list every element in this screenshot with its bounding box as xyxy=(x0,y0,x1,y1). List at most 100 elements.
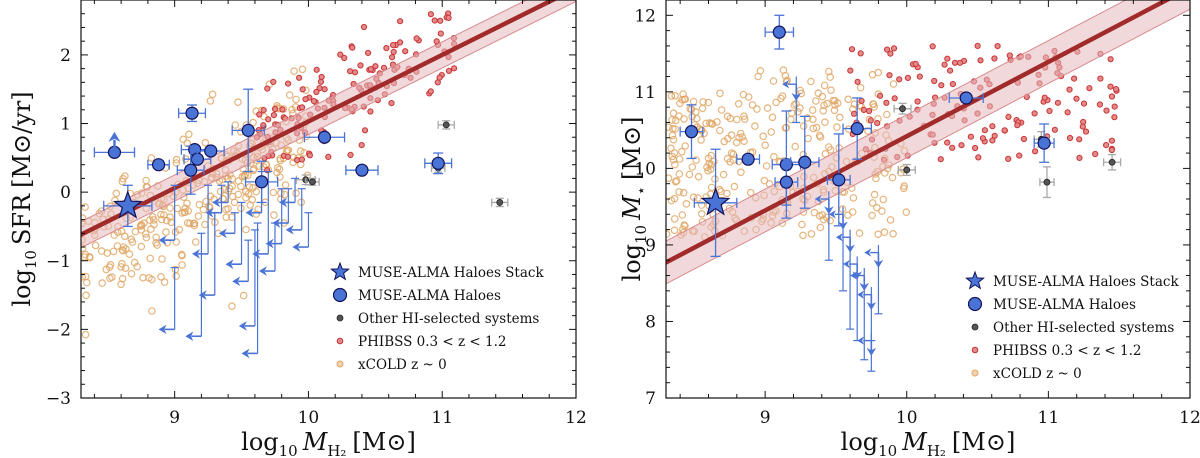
phibss-point xyxy=(981,127,989,134)
xcold-point xyxy=(142,230,150,238)
x-label-var: M xyxy=(302,428,329,456)
xcold-point xyxy=(902,208,911,217)
xcold-point xyxy=(296,147,305,155)
xcold-point xyxy=(820,81,829,90)
phibss-point xyxy=(260,107,267,114)
xcold-point xyxy=(276,156,285,165)
phibss-point xyxy=(367,108,374,115)
legend-marker-phibss xyxy=(336,337,344,345)
phibss-point xyxy=(325,153,332,160)
xcold-point xyxy=(117,263,125,271)
xcold-point xyxy=(190,221,199,230)
upper-limit-arrowhead xyxy=(873,259,884,268)
other-hi-point xyxy=(309,178,316,186)
muse-point xyxy=(684,125,699,139)
xcold-point xyxy=(740,112,748,121)
muse-point xyxy=(255,175,269,189)
phibss-point xyxy=(975,154,982,161)
xcold-point xyxy=(239,291,248,300)
y-tick-label: 11 xyxy=(634,83,656,103)
xcold-point xyxy=(128,238,137,246)
muse-upper-limits xyxy=(782,76,884,372)
phibss-point xyxy=(886,72,893,79)
xcold-point xyxy=(105,263,114,271)
phibss-point xyxy=(848,46,856,53)
upper-limit-arrowhead xyxy=(198,290,207,300)
xcold-point xyxy=(118,274,127,283)
xcold-point xyxy=(711,175,719,183)
phibss-point xyxy=(402,48,409,55)
x-axis-label: log10 MH₂ [M⊙] xyxy=(241,428,416,458)
xcold-point xyxy=(753,105,761,113)
phibss-point xyxy=(299,86,306,93)
xcold-point xyxy=(704,98,713,107)
phibss-point xyxy=(1005,113,1012,121)
xcold-point xyxy=(874,68,883,77)
phibss-point xyxy=(1107,56,1114,63)
xcold-point xyxy=(868,211,876,220)
xcold-point xyxy=(790,101,799,109)
xcold-point xyxy=(283,146,292,154)
xcold-point xyxy=(206,192,215,201)
phibss-point xyxy=(860,106,868,114)
xcold-point xyxy=(230,198,239,207)
phibss-point xyxy=(916,73,923,80)
xcold-point xyxy=(844,95,853,104)
phibss-point xyxy=(271,105,279,113)
y-tick-label: −2 xyxy=(46,320,71,340)
xcold-point xyxy=(248,195,257,204)
xcold-point xyxy=(767,128,776,136)
xcold-point xyxy=(732,115,741,124)
phibss-point xyxy=(1066,134,1074,142)
xcold-point xyxy=(292,189,300,198)
phibss-point xyxy=(451,65,458,72)
upper-limit-arrowhead xyxy=(850,271,858,280)
xcold-point xyxy=(769,77,778,85)
upper-limit-arrowhead xyxy=(857,290,865,299)
xcold-point xyxy=(762,162,771,170)
x-label-unit: [M⊙] xyxy=(952,428,1015,456)
xcold-point xyxy=(178,261,186,269)
muse-stack xyxy=(693,148,738,258)
xcold-point xyxy=(716,89,724,98)
upper-limit-arrowhead xyxy=(252,249,261,259)
phibss-point xyxy=(1071,75,1078,82)
xcold-point xyxy=(679,90,687,98)
muse-point xyxy=(959,91,973,105)
phibss-point xyxy=(367,66,374,73)
upper-limit-arrowhead xyxy=(272,218,281,228)
phibss-point xyxy=(951,59,959,66)
y-tick-label: −1 xyxy=(46,252,71,272)
xcold-point xyxy=(754,72,762,81)
xcold-point xyxy=(879,195,888,204)
y-tick-label: 10 xyxy=(634,159,656,179)
phibss-point xyxy=(341,54,348,62)
xcold-point xyxy=(680,95,689,104)
phibss-point xyxy=(858,97,865,105)
xcold-point xyxy=(137,242,146,251)
legend-label: MUSE-ALMA Haloes xyxy=(358,288,501,304)
y-tick-label: 1 xyxy=(60,115,71,135)
phibss-point xyxy=(1108,146,1116,154)
upper-limit-arrowhead xyxy=(791,93,802,102)
other-hi-point xyxy=(899,105,906,113)
phibss-point xyxy=(299,104,306,111)
xcold-point xyxy=(81,273,87,281)
xcold-point xyxy=(707,183,716,192)
xcold-point xyxy=(242,187,250,196)
phibss-point xyxy=(298,156,305,163)
phibss-point xyxy=(847,67,854,74)
upper-limit-arrowhead xyxy=(258,266,267,276)
phibss-point xyxy=(884,46,891,53)
phibss-point xyxy=(867,117,874,124)
xcold-point xyxy=(855,229,864,237)
muse-point xyxy=(355,163,369,177)
xcold-point xyxy=(152,233,161,242)
xcold-point xyxy=(120,232,129,241)
upper-limit-arrowhead xyxy=(212,197,221,208)
xcold-point xyxy=(670,160,679,169)
upper-limit-arrowhead xyxy=(814,194,822,204)
xcold-point xyxy=(819,107,828,115)
xcold-point xyxy=(670,149,679,157)
muse-point xyxy=(779,175,793,189)
